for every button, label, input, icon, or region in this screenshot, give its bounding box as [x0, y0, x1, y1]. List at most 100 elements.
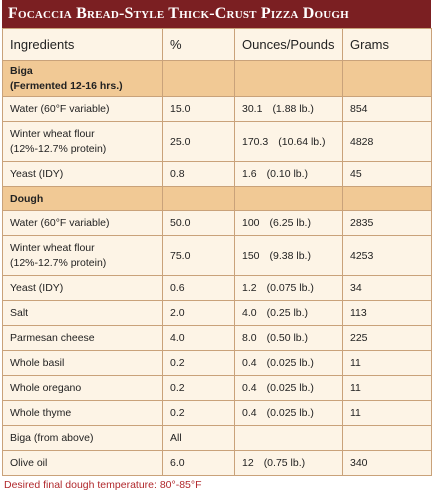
empty-cell [162, 186, 235, 211]
ingredient-name: Yeast (IDY) [10, 282, 64, 294]
grams: 11 [350, 382, 361, 394]
ingredient-row: Winter wheat flour (12%-12.7% protein) 25.… [2, 121, 432, 162]
grams-cell: 4253 [342, 235, 432, 276]
grams: 340 [350, 457, 368, 469]
grams-cell: 225 [342, 325, 432, 351]
weight-cell: 1.6 (0.10 lb.) [234, 161, 343, 187]
weight-cell [234, 425, 343, 451]
grams: 34 [350, 282, 362, 294]
ingredient-name: Whole oregano [10, 382, 82, 394]
ounces: 1.2 [242, 282, 257, 294]
ingredient-cell: Water (60°F variable) [2, 210, 163, 236]
percent: 0.2 [170, 382, 185, 394]
ingredient-name: Parmesan cheese [10, 332, 95, 344]
ingredient-note: (12%-12.7% protein) [10, 143, 107, 155]
ingredient-name: Whole basil [10, 357, 65, 369]
weight-cell: 170.3 (10.64 lb.) [234, 121, 343, 162]
grams-cell: 11 [342, 400, 432, 426]
pounds: (0.075 lb.) [266, 282, 314, 294]
grams: 225 [350, 332, 368, 344]
percent-cell: 2.0 [162, 300, 235, 326]
ounces: 8.0 [242, 332, 257, 344]
weight-cell: 4.0 (0.25 lb.) [234, 300, 343, 326]
ingredient-row: Whole basil 0.2 0.4 (0.025 lb.) 11 [2, 350, 432, 376]
ingredient-name: Whole thyme [10, 407, 72, 419]
weight-cell: 30.1 (1.88 lb.) [234, 96, 343, 122]
weight-cell: 0.4 (0.025 lb.) [234, 375, 343, 401]
pounds: (0.025 lb.) [266, 382, 314, 394]
column-header: Ounces/Pounds [234, 28, 343, 61]
percent: 0.2 [170, 357, 185, 369]
grams-cell: 2835 [342, 210, 432, 236]
grams: 854 [350, 103, 368, 115]
pounds: (0.25 lb.) [266, 307, 309, 319]
weight-cell: 150 (9.38 lb.) [234, 235, 343, 276]
ingredient-name: Biga (from above) [10, 432, 94, 444]
header-row: Ingredients% Ounces/Pounds Grams [2, 28, 432, 61]
table-body: Biga (Fermented 12-16 hrs.) Water (60°F va… [2, 60, 432, 476]
ingredient-row: Water (60°F variable) 15.0 30.1 (1.88 lb.) 8… [2, 96, 432, 122]
ingredient-cell: Yeast (IDY) [2, 161, 163, 187]
empty-cell [234, 60, 343, 97]
percent-cell: 4.0 [162, 325, 235, 351]
weight-cell: 0.4 (0.025 lb.) [234, 400, 343, 426]
grams: 11 [350, 407, 361, 419]
ingredient-cell: Water (60°F variable) [2, 96, 163, 122]
ounces: 170.3 [242, 135, 269, 148]
grams: 113 [350, 307, 367, 319]
section-row: Dough [2, 186, 432, 211]
ingredient-row: Salt 2.0 4.0 (0.25 lb.) 113 [2, 300, 432, 326]
grams-cell: 34 [342, 275, 432, 301]
ounces: 150 [242, 249, 260, 262]
percent-cell: 0.6 [162, 275, 235, 301]
ingredient-cell: Whole thyme [2, 400, 163, 426]
pounds: (0.50 lb.) [266, 332, 309, 344]
percent-cell: 0.2 [162, 350, 235, 376]
ingredient-cell: Whole oregano [2, 375, 163, 401]
percent: 6.0 [170, 457, 185, 469]
ounces: 100 [242, 217, 260, 229]
column-header: % [162, 28, 235, 61]
ingredient-cell: Yeast (IDY) [2, 275, 163, 301]
ounces: 4.0 [242, 307, 257, 319]
ingredient-row: Parmesan cheese 4.0 8.0 (0.50 lb.) 225 [2, 325, 432, 351]
grams-cell: 4828 [342, 121, 432, 162]
grams-cell: 11 [342, 375, 432, 401]
percent-cell: 0.8 [162, 161, 235, 187]
pounds: (0.025 lb.) [266, 357, 314, 369]
ingredient-name: Water (60°F variable) [10, 103, 110, 115]
ounces: 30.1 [242, 103, 263, 115]
weight-cell: 100 (6.25 lb.) [234, 210, 343, 236]
pounds: (0.025 lb.) [266, 407, 314, 419]
section-cell: Biga (Fermented 12-16 hrs.) [2, 60, 163, 97]
pounds: (6.25 lb.) [269, 217, 311, 229]
grams: 45 [350, 168, 362, 180]
grams-cell [342, 425, 432, 451]
footnote: Desired final dough temperature: 80°-85°… [4, 479, 202, 491]
column-header: Ingredients [2, 28, 163, 61]
ingredient-note: (12%-12.7% protein) [10, 257, 107, 269]
weight-cell: 0.4 (0.025 lb.) [234, 350, 343, 376]
percent: 0.6 [170, 282, 185, 294]
pounds: (0.10 lb.) [266, 168, 309, 180]
percent-cell: 75.0 [162, 235, 235, 276]
ingredient-cell: Parmesan cheese [2, 325, 163, 351]
grams-cell: 11 [342, 350, 432, 376]
ingredient-cell: Winter wheat flour (12%-12.7% protein) [2, 121, 163, 162]
ingredient-row: Winter wheat flour (12%-12.7% protein) 75.… [2, 235, 432, 276]
empty-cell [234, 186, 343, 211]
ingredient-name: Water (60°F variable) [10, 217, 110, 229]
empty-cell [162, 60, 235, 97]
section-label: Biga [10, 65, 33, 77]
percent-cell: 25.0 [162, 121, 235, 162]
percent: All [170, 432, 182, 444]
percent-cell: 6.0 [162, 450, 235, 476]
grams-cell: 113 [342, 300, 432, 326]
section-row: Biga (Fermented 12-16 hrs.) [2, 60, 432, 97]
ingredient-row: Whole oregano 0.2 0.4 (0.025 lb.) 11 [2, 375, 432, 401]
percent: 2.0 [170, 307, 185, 319]
ingredient-row: Water (60°F variable) 50.0 100 (6.25 lb.) 28… [2, 210, 432, 236]
empty-cell [342, 186, 432, 211]
section-note: (Fermented 12-16 hrs.) [10, 80, 123, 92]
